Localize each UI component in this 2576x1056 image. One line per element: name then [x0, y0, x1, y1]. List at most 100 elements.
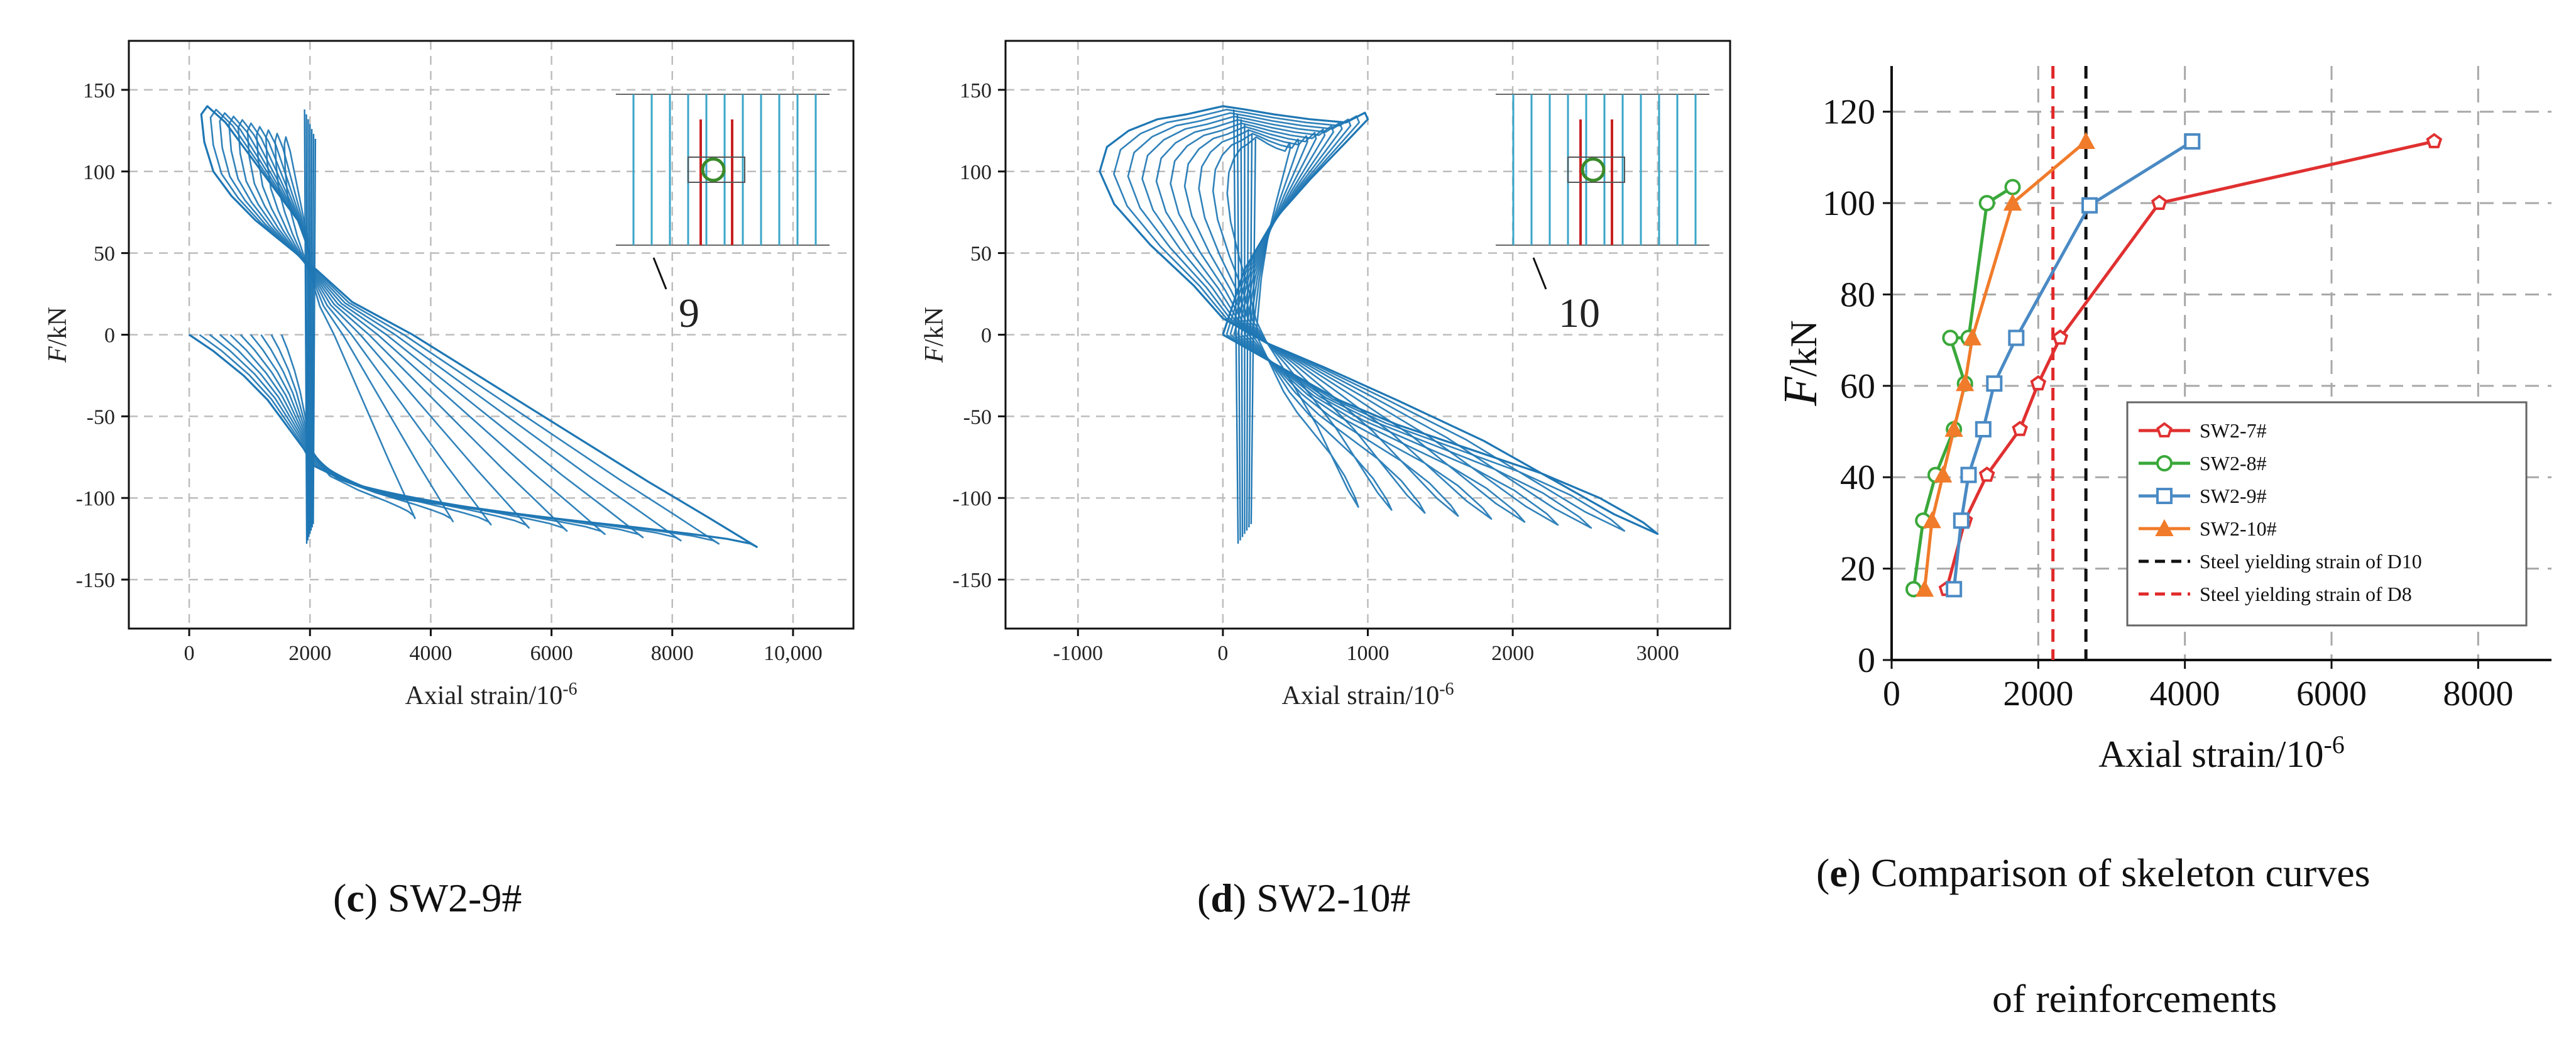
x-axis-label: Axial strain/10-6 — [1281, 679, 1454, 711]
panel-c-hysteresis-chart: 0 2000 4000 6000 8000 10,000 150 100 50 0 -50 -100 -… — [43, 40, 855, 711]
series-marker — [2004, 179, 2021, 195]
y-tick-label: 100 — [1822, 184, 1875, 223]
vertical-band-curve — [307, 119, 310, 537]
inset-pointer-arrow — [652, 257, 667, 290]
x-tick-label: 4000 — [2150, 674, 2220, 713]
series-marker — [2052, 329, 2069, 345]
vertical-band-curve — [311, 134, 315, 527]
x-tick-label: 4000 — [409, 642, 452, 665]
series-marker — [2184, 133, 2201, 150]
series-marker — [2008, 329, 2025, 346]
y-tick-label: -150 — [76, 569, 115, 592]
series-marker — [2030, 375, 2047, 391]
caption-c-letter: c — [346, 876, 364, 920]
panel-d-hysteresis-chart: -1000 0 1000 2000 3000 150 100 50 0 -50 -100 -150 Ax… — [920, 40, 1731, 711]
y-tick-label: 40 — [1840, 458, 1875, 497]
series-marker — [2012, 421, 2028, 436]
y-tick-label: 100 — [960, 161, 992, 184]
x-tick-label: -1000 — [1053, 642, 1103, 665]
x-tick-label: 2000 — [1491, 642, 1534, 665]
x-tick-label: 3000 — [1636, 642, 1679, 665]
hysteresis-loop — [1141, 115, 1559, 526]
x-tick-label: 2000 — [2003, 674, 2073, 713]
hysteresis-loop — [1198, 129, 1426, 514]
x-axis-label: Axial strain/10-6 — [2098, 730, 2345, 776]
y-axis-label-unit: /kN — [43, 307, 72, 346]
y-tick-label: -150 — [953, 569, 992, 592]
series-marker — [1946, 581, 1963, 598]
x-tick-label: 6000 — [530, 642, 573, 665]
hysteresis-loop — [1170, 122, 1493, 520]
x-tick-label: 2000 — [288, 642, 331, 665]
x-tick-label: 1000 — [1347, 642, 1389, 665]
legend-label: Steel yielding strain of D10 — [2200, 550, 2422, 573]
panel-e-skeleton-chart: 0 2000 4000 6000 8000 0 20 40 60 80 100 120 Axial st… — [1774, 66, 2551, 775]
series-marker — [2426, 133, 2443, 148]
series-marker — [2003, 193, 2022, 211]
y-tick-label: -50 — [87, 405, 115, 429]
legend-box — [2126, 401, 2528, 627]
inset-gauge-label: 10 — [1559, 290, 1600, 336]
series-marker — [2151, 194, 2168, 210]
y-tick-label: 150 — [83, 79, 115, 102]
x-tick-label: 8000 — [651, 642, 694, 665]
hysteresis-loop — [209, 112, 682, 542]
hysteresis-loop — [1113, 109, 1626, 532]
inset-box — [1567, 157, 1625, 183]
x-tick-label: 10,000 — [764, 642, 823, 665]
series-marker — [1960, 466, 1977, 483]
inset-schematic: 10 — [1496, 94, 1709, 336]
caption-d: (d) SW2-10# — [1197, 876, 1411, 920]
hysteresis-loop — [1183, 126, 1459, 517]
legend-marker — [2156, 422, 2173, 437]
vertical-band-curve — [1248, 134, 1253, 527]
series-marker — [1978, 466, 1995, 482]
inset-gauge-label: 9 — [679, 290, 699, 336]
caption-e-letter: e — [1829, 850, 1847, 895]
series-marker — [1944, 419, 1963, 437]
x-tick-label: 0 — [1217, 642, 1228, 665]
y-tick-label: 50 — [970, 243, 992, 266]
series-marker — [1953, 512, 1970, 529]
y-tick-label: 0 — [981, 324, 992, 348]
inset-box — [688, 157, 745, 183]
y-axis-label-unit: /kN — [920, 307, 949, 346]
legend-label: SW2-10# — [2200, 517, 2277, 540]
series-marker — [1963, 328, 1982, 346]
x-axis-label-superscript: -6 — [562, 679, 577, 699]
legend-marker — [2156, 488, 2173, 504]
y-tick-label: 50 — [94, 243, 115, 266]
caption-e: (e) Comparison of skeleton curves — [1816, 850, 2370, 895]
hysteresis-curve — [1099, 105, 1659, 535]
legend-marker — [2155, 519, 2174, 536]
y-tick-label: 150 — [960, 79, 992, 102]
series-marker — [1933, 465, 1953, 483]
y-axis-label-symbol: F — [43, 346, 72, 363]
legend-label: SW2-8# — [2200, 452, 2267, 475]
inset-pointer-arrow — [1532, 257, 1547, 290]
vertical-band-curve — [1236, 114, 1241, 541]
hysteresis-loop — [1127, 112, 1592, 529]
vertical-band-curve — [1232, 109, 1239, 544]
y-tick-label: 20 — [1840, 550, 1875, 589]
legend-marker — [2156, 455, 2173, 471]
x-axis-label: Axial strain/10-6 — [405, 679, 577, 711]
hysteresis-loop — [1155, 119, 1526, 523]
inset-gauge-circle — [1581, 157, 1606, 182]
caption-c: (c) SW2-9# — [333, 876, 522, 920]
y-tick-label: 120 — [1822, 93, 1875, 132]
series-marker — [2076, 131, 2095, 149]
series-marker — [2081, 197, 2098, 214]
series-marker — [1942, 329, 1959, 346]
y-axis-label: F/kN — [1774, 320, 1827, 406]
caption-d-letter: d — [1210, 876, 1233, 920]
legend: SW2-7# SW2-8# SW2-9# SW2-10# Steel yielding … — [2126, 401, 2528, 627]
y-axis-label-unit: /kN — [1783, 320, 1824, 377]
series-marker — [1955, 374, 1975, 392]
y-axis-label-symbol: F — [1774, 376, 1827, 407]
x-tick-label: 0 — [184, 642, 195, 665]
x-axis-label-superscript: -6 — [2323, 730, 2344, 759]
x-tick-label: 6000 — [2296, 674, 2367, 713]
y-tick-label: -50 — [963, 405, 992, 429]
